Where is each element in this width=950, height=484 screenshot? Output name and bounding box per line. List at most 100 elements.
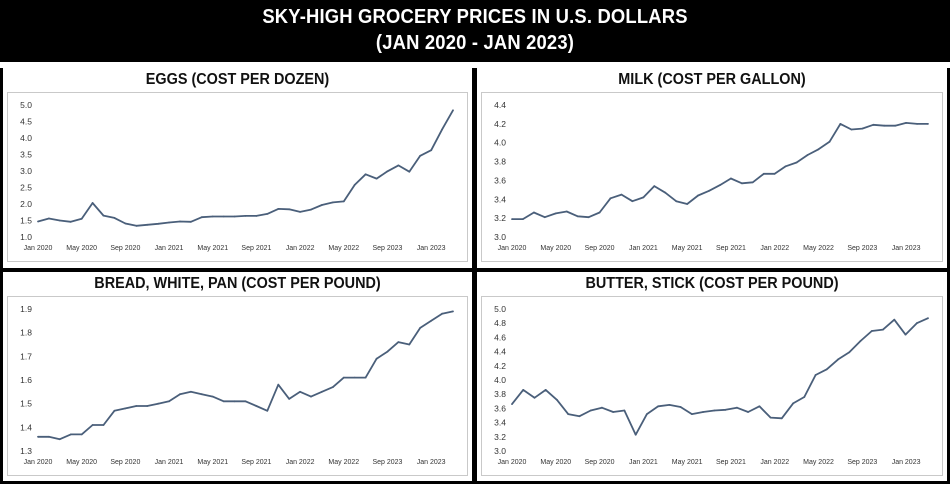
data-point xyxy=(848,351,851,354)
chart-box-bread: 1.3 1.4 1.5 1.6 1.7 1.8 1.9 Jan 2020 May 2020 Sep… xyxy=(7,296,468,476)
x-tick-label: Jan 2023 xyxy=(417,459,446,466)
chart-title-bread: BREAD, WHITE, PAN (COST PER POUND) xyxy=(94,275,381,292)
data-point xyxy=(894,124,897,127)
x-tick-label: Sep 2023 xyxy=(847,459,877,466)
main-title-line2: (JAN 2020 - JAN 2023) xyxy=(375,32,575,54)
data-point xyxy=(837,358,839,361)
data-point xyxy=(872,123,875,126)
data-point xyxy=(565,210,568,213)
data-point xyxy=(730,177,732,180)
y-tick-label: 4.0 xyxy=(494,138,506,148)
x-tick-label: May 2020 xyxy=(66,245,97,252)
data-point xyxy=(927,317,929,320)
series-line-milk xyxy=(512,121,928,220)
data-point xyxy=(364,376,367,379)
x-tick-label: May 2022 xyxy=(328,459,359,466)
data-point xyxy=(511,218,513,220)
data-point xyxy=(168,221,171,224)
data-point xyxy=(533,396,536,399)
y-tick-label: 2.5 xyxy=(20,183,32,193)
x-tick-label: Jan 2020 xyxy=(24,245,53,252)
data-point xyxy=(58,219,61,222)
data-point xyxy=(419,327,422,329)
data-point xyxy=(266,213,269,215)
data-point xyxy=(157,402,160,405)
y-tick-label: 1.6 xyxy=(20,375,32,385)
x-tick-label: Jan 2020 xyxy=(498,459,527,466)
data-point xyxy=(321,390,323,393)
data-point xyxy=(751,181,754,184)
data-point xyxy=(601,406,603,409)
y-tick-label: 1.3 xyxy=(20,446,32,456)
data-point xyxy=(179,220,181,223)
y-tick-label: 1.9 xyxy=(20,304,32,314)
x-tick-label: May 2022 xyxy=(803,459,834,466)
y-tick-label: 2.0 xyxy=(20,199,32,209)
data-point xyxy=(441,312,443,315)
data-point xyxy=(113,217,116,219)
x-tick-label: May 2020 xyxy=(540,245,571,252)
data-point xyxy=(653,185,656,187)
y-tick-label: 1.5 xyxy=(20,399,32,409)
data-point xyxy=(113,409,116,412)
data-point xyxy=(747,411,749,413)
data-point xyxy=(342,200,345,203)
data-point xyxy=(803,396,806,398)
data-point xyxy=(736,406,738,409)
x-tick-label: Jan 2022 xyxy=(760,245,789,252)
data-point xyxy=(825,368,828,371)
data-point xyxy=(222,215,225,218)
data-point xyxy=(408,343,411,346)
data-point xyxy=(795,161,798,164)
x-tick-label: Jan 2020 xyxy=(498,245,527,252)
data-point xyxy=(48,217,50,220)
data-point xyxy=(522,218,524,220)
data-point xyxy=(533,211,535,214)
chart-title-eggs: EGGS (COST PER DOZEN) xyxy=(145,71,330,88)
data-point xyxy=(769,416,772,419)
chart-box-eggs: 1.0 1.5 2.0 2.5 3.0 3.5 4.0 4.5 5.0 Jan 2020 May 2… xyxy=(7,92,468,262)
data-point xyxy=(102,424,105,426)
x-tick-label: Sep 2021 xyxy=(241,459,271,466)
chart-bread: 1.3 1.4 1.5 1.6 1.7 1.8 1.9 Jan 2020 May 2020 Sep… xyxy=(20,304,454,466)
data-point xyxy=(168,400,171,403)
data-point xyxy=(299,390,301,393)
data-point xyxy=(255,405,258,407)
data-point xyxy=(288,398,291,400)
data-point xyxy=(668,404,671,406)
y-tick-label: 4.0 xyxy=(20,133,32,143)
data-point xyxy=(927,123,929,125)
data-point xyxy=(554,212,557,215)
data-point xyxy=(664,191,667,194)
series-line-eggs xyxy=(37,109,454,227)
data-point xyxy=(893,318,896,321)
y-tick-label: 3.4 xyxy=(494,194,506,204)
x-tick-label: Jan 2023 xyxy=(892,459,921,466)
data-point xyxy=(386,170,389,173)
data-point xyxy=(375,357,378,360)
panel-bread: BREAD, WHITE, PAN (COST PER POUND) 1.3 1.… xyxy=(3,272,472,481)
data-point xyxy=(543,216,546,219)
x-tick-label: Jan 2020 xyxy=(24,459,53,466)
y-tick-label: 3.8 xyxy=(494,157,506,167)
y-tick-label: 4.6 xyxy=(494,332,506,342)
x-tick-label: Sep 2020 xyxy=(110,245,140,252)
data-point xyxy=(589,409,592,412)
data-point xyxy=(452,109,454,112)
data-point xyxy=(817,148,820,151)
data-point xyxy=(200,216,203,219)
data-point xyxy=(69,220,72,223)
data-point xyxy=(686,203,689,205)
y-tick-label: 1.7 xyxy=(20,351,32,361)
data-point xyxy=(211,215,214,218)
data-point xyxy=(713,409,716,412)
data-point xyxy=(310,208,312,211)
data-point xyxy=(702,411,704,413)
chart-box-butter: 3.0 3.2 3.4 3.6 3.8 4.0 4.2 4.4 4.6 4.8 5.0 Jan 202… xyxy=(481,296,943,476)
data-point xyxy=(200,393,203,396)
chart-title-butter: BUTTER, STICK (COST PER POUND) xyxy=(585,275,839,292)
x-tick-label: Jan 2023 xyxy=(417,245,446,252)
y-tick-label: 3.4 xyxy=(494,418,506,428)
x-tick-label: Jan 2021 xyxy=(155,245,184,252)
series-line-bread xyxy=(38,310,454,441)
